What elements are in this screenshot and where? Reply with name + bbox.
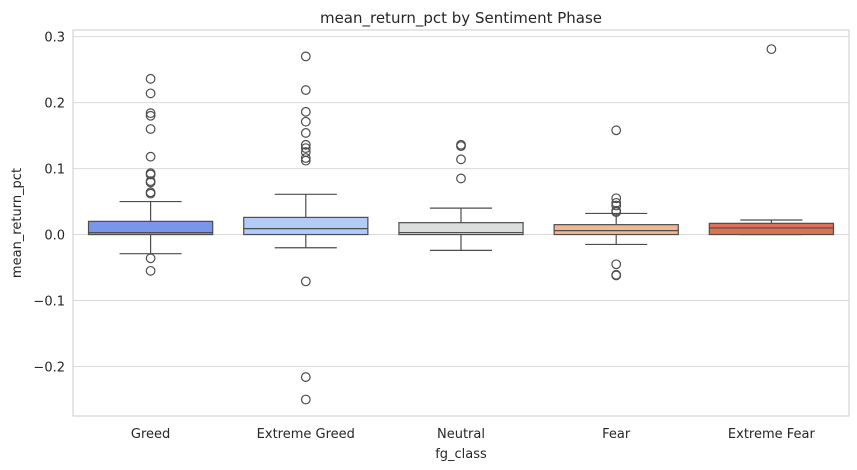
outlier-point — [611, 197, 622, 208]
box-group — [87, 73, 214, 276]
outlier-point — [145, 177, 156, 188]
outlier-point — [611, 270, 622, 281]
outlier-point — [300, 153, 311, 163]
y-tick-label: 0.1 — [44, 163, 65, 178]
box-group — [553, 125, 679, 281]
outlier-point — [300, 276, 311, 287]
y-axis-label: mean_return_pct — [10, 168, 25, 278]
y-tick-label: 0.0 — [44, 229, 65, 244]
outlier-point — [456, 154, 466, 165]
outlier-point — [145, 110, 156, 121]
outlier-point — [145, 108, 156, 119]
y-tick-label: −0.2 — [33, 361, 65, 376]
outlier-point — [300, 106, 311, 117]
iqr-box — [87, 220, 214, 236]
outlier-point — [456, 141, 466, 152]
box-group — [398, 139, 524, 251]
y-tick-label: 0.2 — [44, 97, 65, 112]
outlier-point — [145, 73, 156, 84]
outlier-point — [300, 155, 311, 166]
outlier-point — [300, 128, 311, 138]
outlier-point — [300, 139, 311, 150]
y-tick-label: 0.3 — [44, 31, 65, 46]
outlier-point — [300, 143, 311, 154]
outlier-point — [766, 44, 777, 55]
plot-frame — [72, 29, 850, 417]
x-tick-label: Fear — [602, 427, 631, 442]
outlier-point — [300, 85, 311, 95]
outlier-point — [300, 394, 311, 405]
iqr-box — [708, 222, 835, 236]
outlier-point — [300, 372, 311, 382]
outlier-point — [145, 88, 156, 99]
outlier-point — [456, 173, 466, 184]
outlier-point — [145, 253, 156, 264]
x-tick-label: Extreme Greed — [257, 427, 355, 442]
outlier-point — [300, 51, 311, 62]
outlier-point — [611, 259, 622, 270]
outlier-point — [611, 207, 622, 218]
outlier-point — [145, 169, 156, 180]
outlier-point — [145, 265, 156, 276]
iqr-box — [553, 224, 679, 236]
outlier-point — [300, 116, 311, 127]
box-series — [87, 44, 835, 405]
y-tick-label: −0.1 — [33, 295, 65, 310]
x-axis-label: fg_class — [435, 447, 487, 462]
x-tick-label: Extreme Fear — [728, 427, 816, 442]
box-group — [243, 51, 369, 405]
outlier-point — [145, 188, 156, 199]
x-tick-label: Greed — [131, 427, 170, 442]
outlier-point — [145, 151, 156, 162]
outlier-point — [611, 200, 622, 211]
x-tick-label: Neutral — [437, 427, 485, 442]
outlier-point — [145, 124, 156, 134]
outlier-point — [611, 193, 622, 204]
box-group — [708, 44, 835, 236]
iqr-box — [243, 216, 369, 236]
y-tick-labels: −0.2 −0.1 0.0 0.1 0.2 0.3 — [33, 31, 65, 376]
outlier-point — [611, 125, 622, 136]
chart-title: mean_return_pct by Sentiment Phase — [320, 9, 602, 28]
x-tick-labels: Greed Extreme Greed Neutral Fear Extreme Fea… — [131, 427, 816, 442]
iqr-box — [398, 222, 524, 236]
